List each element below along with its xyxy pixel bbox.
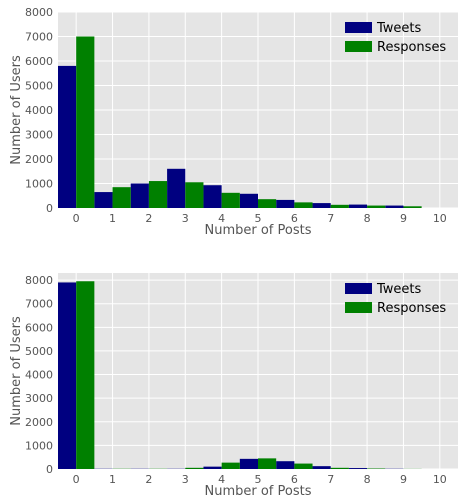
chart2-x-tick-label: 0 bbox=[73, 473, 80, 486]
chart2-y-tick-label: 1000 bbox=[25, 439, 53, 452]
chart2-y-tick-label: 2000 bbox=[25, 416, 53, 429]
chart1-y-tick-label: 3000 bbox=[25, 129, 53, 142]
chart1-x-tick-label: 8 bbox=[364, 212, 371, 225]
chart2-bar-responses bbox=[330, 467, 349, 469]
chart1-y-tick-label: 7000 bbox=[25, 31, 53, 44]
chart1-bar-responses bbox=[367, 205, 386, 208]
chart1-bar-responses bbox=[403, 206, 422, 208]
chart1-y-tick-label: 5000 bbox=[25, 80, 53, 93]
chart1-bar-tweets bbox=[94, 192, 113, 208]
chart2-legend-swatch-tweets bbox=[345, 283, 372, 294]
chart2-x-tick-label: 2 bbox=[145, 473, 152, 486]
chart2-y-tick-label: 4000 bbox=[25, 369, 53, 382]
chart2-y-tick-label: 7000 bbox=[25, 298, 53, 311]
chart1-bar-responses bbox=[294, 202, 313, 208]
chart1-legend-label-tweets: Tweets bbox=[376, 21, 422, 36]
chart1-y-tick-label: 8000 bbox=[25, 6, 53, 19]
chart2-x-tick-label: 4 bbox=[218, 473, 225, 486]
chart2-bar-tweets bbox=[58, 282, 77, 469]
chart2-legend-label-responses: Responses bbox=[377, 301, 446, 316]
chart1-x-tick-label: 10 bbox=[433, 212, 447, 225]
chart2-bar-responses bbox=[294, 463, 313, 469]
chart1-bar-tweets bbox=[348, 204, 368, 208]
chart2-x-tick-label: 10 bbox=[433, 473, 447, 486]
chart1-x-tick-label: 9 bbox=[400, 212, 407, 225]
chart1-y-tick-label: 0 bbox=[46, 202, 53, 215]
chart1-bar-responses bbox=[221, 192, 240, 208]
chart2-y-axis-label: Number of Users bbox=[9, 316, 24, 426]
chart1-bar-responses bbox=[112, 187, 131, 208]
chart2-x-tick-label: 6 bbox=[291, 473, 298, 486]
chart1-bar-tweets bbox=[167, 168, 186, 208]
chart2-bar-responses bbox=[221, 462, 240, 469]
chart1-x-tick-label: 3 bbox=[182, 212, 189, 225]
chart2-bar-responses bbox=[185, 467, 204, 469]
chart2-bar-responses bbox=[258, 458, 277, 469]
chart2-y-tick-label: 6000 bbox=[25, 321, 53, 334]
chart1-bar-tweets bbox=[130, 183, 149, 208]
chart2-x-tick-label: 7 bbox=[327, 473, 334, 486]
chart1-bar-tweets bbox=[312, 203, 331, 208]
chart2: 0 1000 2000 3000 4000 5000 6000 7000 8000 0 1 2 3 4 5 6… bbox=[9, 273, 458, 499]
chart2-legend-swatch-responses bbox=[345, 302, 372, 313]
chart2-bar-tweets bbox=[312, 466, 331, 469]
chart1-y-tick-label: 2000 bbox=[25, 153, 53, 166]
chart1-bar-responses bbox=[258, 199, 277, 208]
chart1-bar-tweets bbox=[58, 65, 77, 209]
chart1-legend-swatch-tweets bbox=[345, 22, 372, 33]
chart1-x-tick-label: 2 bbox=[145, 212, 152, 225]
chart1-x-tick-label: 6 bbox=[291, 212, 298, 225]
chart2-y-tick-label: 8000 bbox=[25, 274, 53, 287]
chart1-bar-responses bbox=[185, 182, 204, 208]
chart1-bar-tweets bbox=[203, 185, 222, 208]
chart1-legend-label-responses: Responses bbox=[377, 40, 446, 55]
chart1-x-axis-label: Number of Posts bbox=[205, 223, 312, 238]
chart1-x-tick-label: 0 bbox=[73, 212, 80, 225]
chart1-y-axis-label: Number of Users bbox=[9, 55, 24, 165]
chart1-y-tick-label: 4000 bbox=[25, 104, 53, 117]
chart1-bar-responses bbox=[76, 36, 95, 208]
chart1-x-tick-label: 1 bbox=[109, 212, 116, 225]
chart1-y-tick-label: 1000 bbox=[25, 178, 53, 191]
chart2-bar-tweets bbox=[348, 468, 368, 469]
chart2-x-tick-label: 8 bbox=[364, 473, 371, 486]
chart2-legend-label-tweets: Tweets bbox=[376, 282, 422, 297]
chart1-bar-tweets bbox=[276, 199, 295, 208]
chart2-bar-responses bbox=[76, 281, 95, 469]
chart1: 0 1000 2000 3000 4000 5000 6000 7000 8000 0 1 2 3 4 5 6… bbox=[9, 6, 458, 238]
chart2-x-axis-label: Number of Posts bbox=[205, 484, 312, 499]
chart2-x-tick-label: 3 bbox=[182, 473, 189, 486]
chart2-x-tick-label: 1 bbox=[109, 473, 116, 486]
chart1-x-tick-label: 4 bbox=[218, 212, 225, 225]
chart1-legend-swatch-responses bbox=[345, 41, 372, 52]
chart2-y-tick-label: 5000 bbox=[25, 345, 53, 358]
chart2-x-tick-label: 9 bbox=[400, 473, 407, 486]
chart2-x-tick-label: 5 bbox=[255, 473, 262, 486]
chart1-y-tick-label: 6000 bbox=[25, 55, 53, 68]
chart2-bar-tweets bbox=[276, 461, 295, 469]
chart1-bar-tweets bbox=[385, 205, 404, 208]
chart2-y-tick-label: 3000 bbox=[25, 392, 53, 405]
chart2-bar-tweets bbox=[203, 466, 222, 469]
chart2-bar-tweets bbox=[239, 458, 258, 469]
chart1-bar-responses bbox=[330, 204, 349, 208]
chart1-bar-responses bbox=[148, 181, 168, 208]
chart1-x-tick-label: 7 bbox=[327, 212, 334, 225]
chart2-y-tick-label: 0 bbox=[46, 463, 53, 476]
chart1-x-tick-label: 5 bbox=[255, 212, 262, 225]
chart1-bar-tweets bbox=[239, 193, 258, 208]
